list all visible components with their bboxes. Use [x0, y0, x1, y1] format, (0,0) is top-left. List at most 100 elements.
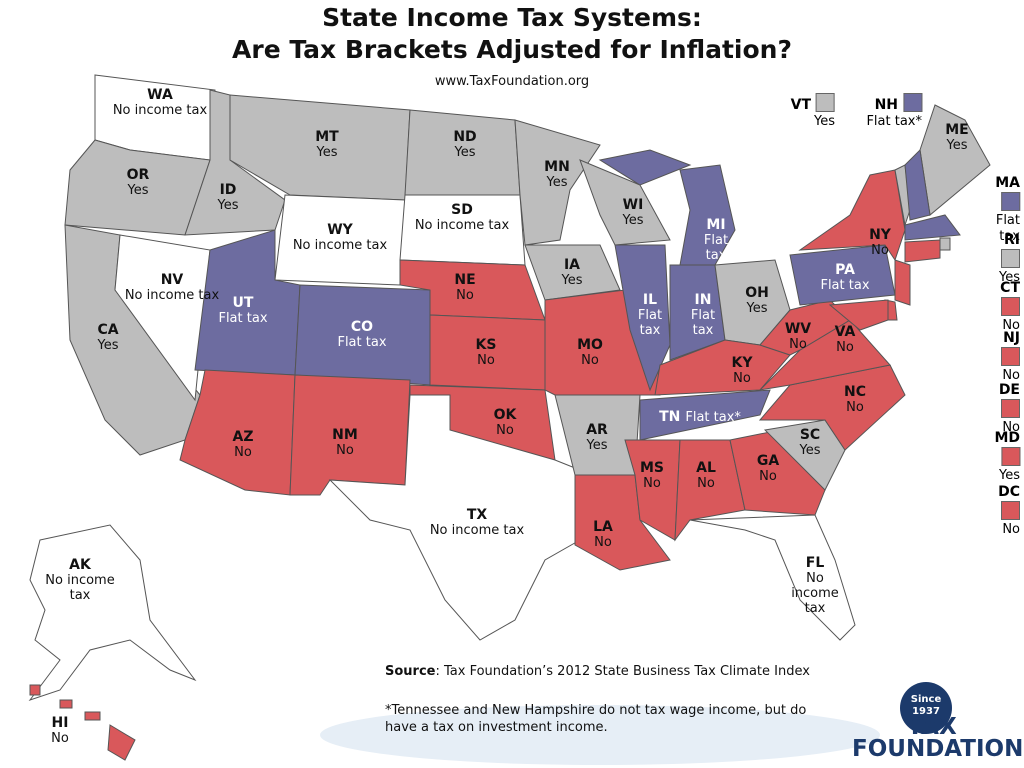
state-abbr: MI [706, 217, 726, 233]
state-abbr: NH [874, 97, 898, 113]
state-shape [328, 394, 581, 641]
state-status: No income tax [414, 218, 510, 233]
state-status: Yes [622, 213, 644, 228]
state-status: Flat tax [703, 233, 729, 263]
state-status: Yes [316, 145, 338, 160]
state-abbr: OR [126, 167, 150, 183]
state-label: FL No income tax [785, 555, 845, 617]
state-abbr: CO [350, 319, 374, 335]
state-shape [107, 724, 136, 761]
state-label: MO No [565, 337, 615, 369]
state-status: No income tax [791, 571, 839, 616]
legend-swatch [1001, 192, 1020, 211]
logo-line: TAX [907, 714, 957, 740]
legend-item: VT Yes [791, 93, 835, 130]
state-shape [29, 684, 41, 696]
legend-item: MD Yes [994, 430, 1020, 484]
state-abbr: NY [869, 227, 891, 243]
title-line: State Income Tax Systems: [322, 3, 702, 32]
source: Source: Tax Foundation’s 2012 State Busi… [385, 664, 810, 679]
state-status: No [759, 469, 777, 484]
state-label: MT Yes [297, 130, 357, 161]
state-abbr: SC [799, 427, 821, 443]
state-shape [59, 699, 73, 709]
state-status: Yes [561, 273, 583, 288]
legend-swatch [1001, 249, 1020, 268]
state-label: IL Flat tax [630, 292, 670, 339]
state-status: Yes [97, 338, 119, 353]
state-status: Yes [946, 138, 968, 153]
state-abbr: OK [493, 407, 517, 423]
state-shape [758, 319, 891, 391]
state-status: No [1002, 522, 1020, 537]
state-label: OH Yes [732, 286, 782, 317]
state-abbr: MA [995, 175, 1020, 191]
state-label: WY No income tax [293, 222, 388, 254]
state-abbr: WY [327, 222, 353, 238]
state-abbr: IN [694, 292, 712, 308]
state-shape [674, 439, 746, 542]
legend-swatch [1001, 447, 1020, 466]
state-label: SD No income tax [414, 203, 510, 234]
state-abbr: AZ [232, 429, 254, 445]
state-label: AR Yes [572, 423, 622, 454]
legend-item: NJ No [996, 330, 1020, 384]
state-label: OK No [480, 407, 530, 439]
legend-item: DE No [996, 382, 1020, 436]
state-status: Yes [454, 145, 476, 160]
state-status: Yes [586, 438, 608, 453]
state-shape [524, 244, 621, 301]
legend-swatch [1001, 297, 1020, 316]
legend-item: NH Flat tax* [866, 93, 922, 130]
state-abbr: ID [219, 182, 237, 198]
state-abbr: FL [805, 555, 825, 571]
state-label: MN Yes [532, 160, 582, 191]
state-label: SC Yes [785, 427, 835, 459]
state-status: Flat tax [218, 311, 268, 326]
state-abbr: MO [577, 337, 603, 353]
source-text: : Tax Foundation’s 2012 State Business T… [435, 664, 810, 679]
state-abbr: NC [844, 384, 866, 400]
state-status: No [871, 243, 889, 258]
state-shape [894, 259, 911, 306]
state-shape [828, 299, 889, 331]
state-label: NC No [830, 384, 880, 416]
state-abbr: VA [834, 324, 856, 340]
logo-line: FOUNDATION [852, 736, 1024, 762]
source-label: Source [385, 664, 436, 679]
state-status: No [51, 731, 69, 746]
state-status: No income tax [112, 103, 208, 118]
state-shape [639, 389, 771, 441]
legend-item: MA Flat tax [995, 175, 1020, 245]
state-abbr: WV [784, 321, 812, 337]
state-shape [904, 239, 941, 263]
state-label: CO Flat tax [327, 319, 397, 351]
state-shape [904, 148, 931, 221]
state-abbr: PA [835, 262, 855, 278]
state-label: MS No [627, 461, 677, 492]
state-label: WI Yes [608, 197, 658, 229]
state-status: Flat tax [995, 213, 1020, 244]
state-label: NM No [320, 427, 370, 459]
legend-item: DC No [996, 484, 1020, 538]
legend-swatch [816, 93, 835, 112]
state-label: IN Flat tax [683, 292, 723, 339]
state-abbr: WI [622, 197, 644, 213]
state-status: Flat tax [820, 278, 870, 293]
state-status: Flat tax [337, 335, 387, 350]
state-status: No [336, 443, 354, 458]
state-label: NY No [855, 227, 905, 259]
state-abbr: WA [147, 87, 173, 103]
state-status: No [456, 288, 474, 303]
logo: TAX FOUNDATION [852, 714, 1024, 762]
state-abbr: CT [1000, 280, 1020, 296]
legend-swatch [903, 93, 922, 112]
state-abbr: IL [642, 292, 658, 308]
state-abbr: NM [332, 427, 358, 443]
state-status: Yes [799, 443, 821, 458]
state-shape [904, 214, 961, 241]
legend-swatch [1001, 347, 1020, 366]
state-abbr: NE [454, 272, 476, 288]
state-label: NV No income tax [125, 273, 220, 304]
state-abbr: GA [756, 453, 780, 469]
